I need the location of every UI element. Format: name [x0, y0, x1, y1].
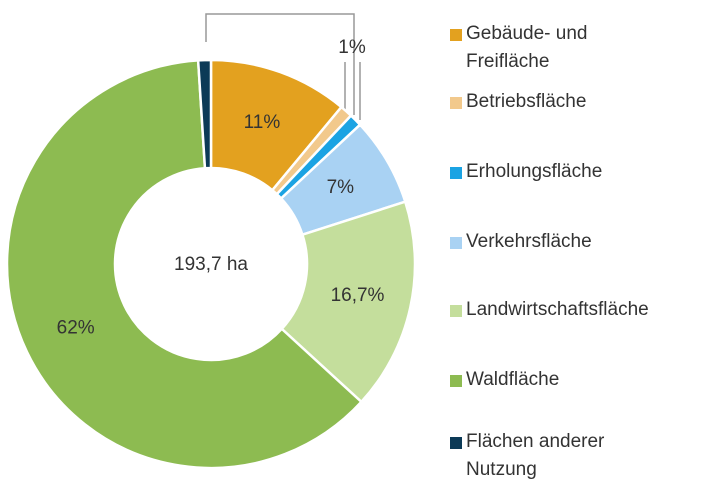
- bracket: [205, 13, 355, 115]
- legend-label: Erholungsfläche: [466, 161, 603, 182]
- legend-label: Landwirtschaftsfläche: [466, 299, 649, 320]
- legend-item: Landwirtschaftsfläche: [450, 296, 649, 324]
- legend-swatch: [450, 437, 462, 449]
- value-label: 7%: [327, 177, 355, 198]
- legend-label: Flächen anderer Nutzung: [466, 431, 605, 480]
- legend-item: Betriebsfläche: [450, 88, 646, 116]
- segment: [279, 200, 417, 404]
- legend-label: Waldfläche: [466, 369, 560, 390]
- legend-item: Verkehrsfläche: [450, 228, 646, 256]
- value-label: 16,7%: [331, 285, 385, 306]
- legend-label: Verkehrsfläche: [466, 231, 592, 252]
- value-label: 62%: [57, 318, 95, 339]
- center-label: 193,7 ha: [174, 254, 248, 275]
- legend-swatch: [450, 97, 462, 109]
- chart: 193,7 ha 11% 1% 7% 16,7% 62%: [5, 13, 417, 470]
- value-label: 1%: [338, 37, 366, 58]
- legend-label: Betriebsfläche: [466, 91, 587, 112]
- legend-label: Gebäude- und Freifläche: [466, 23, 588, 72]
- legend-item: Gebäude- und Freifläche: [450, 20, 646, 76]
- segment: [5, 59, 364, 470]
- legend-swatch: [450, 237, 462, 249]
- legend-swatch: [450, 375, 462, 387]
- legend-swatch: [450, 305, 462, 317]
- legend-item: Erholungsfläche: [450, 158, 646, 186]
- legend-swatch: [450, 29, 462, 41]
- legend-item: Waldfläche: [450, 366, 646, 394]
- legend-swatch: [450, 167, 462, 179]
- legend-item: Flächen anderer Nutzung: [450, 428, 646, 484]
- value-label: 11%: [244, 112, 281, 133]
- segment: [196, 58, 213, 170]
